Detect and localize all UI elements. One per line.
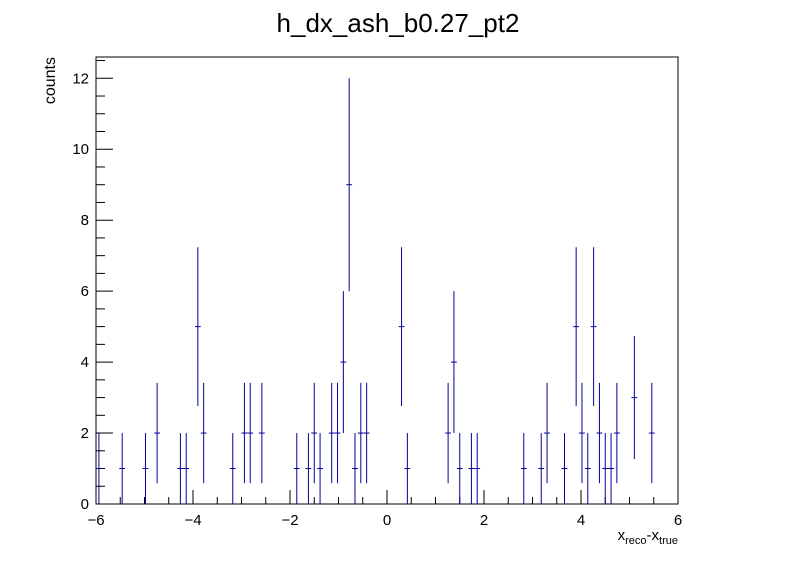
- data-point: [328, 382, 335, 484]
- data-point: [590, 247, 597, 406]
- data-point: [544, 382, 550, 484]
- data-point: [608, 433, 614, 504]
- data-point: [247, 382, 254, 484]
- data-point: [183, 433, 190, 504]
- x-axis-label-separator: -x: [647, 527, 660, 544]
- y-tick-label: 2: [81, 425, 89, 442]
- data-point: [119, 433, 126, 504]
- data-point: [258, 382, 265, 484]
- data-point: [293, 433, 300, 504]
- data-point: [200, 382, 207, 484]
- data-point: [584, 433, 591, 504]
- data-point: [602, 433, 609, 504]
- data-point: [451, 291, 457, 434]
- data-point: [474, 433, 481, 504]
- data-points: [96, 78, 655, 504]
- y-tick-label: 0: [81, 496, 89, 513]
- data-point: [404, 433, 411, 504]
- x-axis-label-sub-true: true: [659, 535, 678, 547]
- x-tick-label: 6: [674, 512, 682, 529]
- x-tick-label: 4: [577, 512, 585, 529]
- x-tick-label: 2: [480, 512, 488, 529]
- x-tick-label: −6: [87, 512, 104, 529]
- data-point: [142, 433, 149, 504]
- data-point: [573, 247, 580, 406]
- data-point: [456, 433, 463, 504]
- data-point: [363, 382, 370, 484]
- data-point: [154, 382, 161, 484]
- data-point: [357, 382, 364, 484]
- x-tick-label: 0: [383, 512, 391, 529]
- data-point: [520, 433, 527, 504]
- data-point: [398, 247, 405, 406]
- data-point: [177, 433, 184, 504]
- data-point: [352, 433, 358, 504]
- chart-title: h_dx_ash_b0.27_pt2: [277, 8, 520, 38]
- y-tick-label: 10: [72, 141, 89, 158]
- data-point: [229, 433, 236, 504]
- y-tick-label: 6: [81, 283, 89, 300]
- x-axis-label-main: x: [618, 527, 626, 544]
- data-point: [241, 382, 248, 484]
- data-point: [648, 382, 655, 484]
- y-tick-label: 4: [81, 354, 89, 371]
- y-tick-label: 8: [81, 212, 89, 229]
- data-point: [538, 433, 545, 504]
- x-axis-label-sub-reco: reco: [625, 535, 646, 547]
- data-point: [334, 382, 341, 484]
- x-tick-label: −2: [281, 512, 298, 529]
- data-point: [631, 336, 638, 460]
- data-point: [561, 433, 568, 504]
- data-point: [311, 382, 318, 484]
- data-point: [579, 382, 585, 484]
- x-tick-label: −4: [184, 512, 201, 529]
- data-point: [613, 382, 620, 484]
- data-point: [194, 247, 201, 406]
- x-axis-label: xreco-xtrue: [618, 527, 678, 547]
- y-tick-label: 12: [72, 70, 89, 87]
- data-point: [305, 433, 312, 504]
- data-point: [346, 78, 353, 292]
- data-point: [596, 382, 603, 484]
- data-point: [445, 382, 452, 484]
- y-axis: 0 2 4 6 8 10 12: [72, 60, 113, 513]
- data-point: [317, 433, 323, 504]
- data-point: [468, 433, 475, 504]
- data-point: [96, 433, 102, 504]
- y-axis-label: counts: [42, 57, 59, 104]
- data-point: [340, 291, 347, 434]
